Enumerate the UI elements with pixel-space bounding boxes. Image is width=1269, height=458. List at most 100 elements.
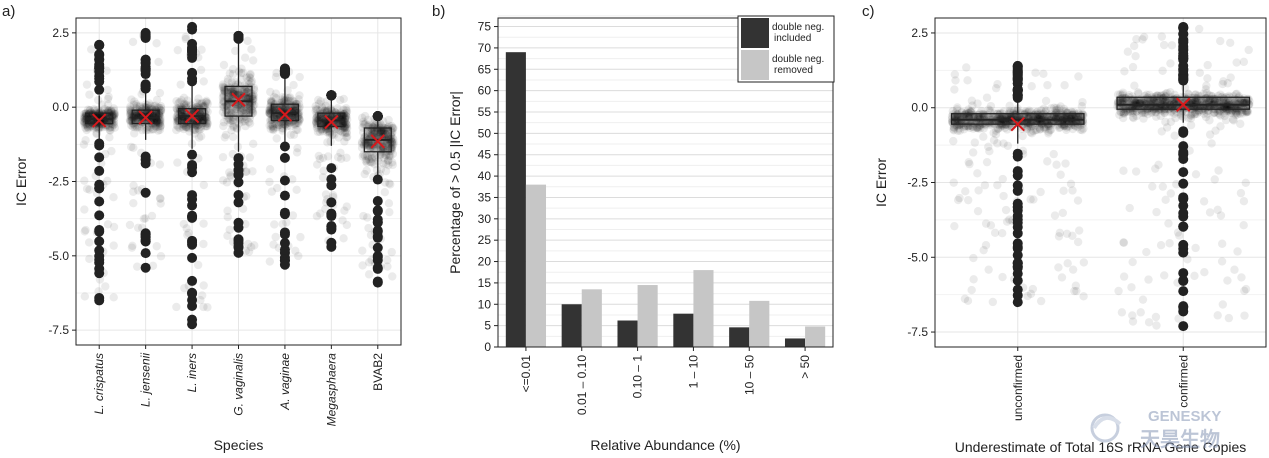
jitter-point [110,123,119,132]
jitter-point [192,98,202,107]
jitter-point [95,109,104,119]
x-tick-label: unconfirmed [1011,355,1025,421]
jitter-point [100,104,109,114]
outlier-point [326,197,337,208]
jitter-point [196,132,206,141]
bar-included [561,304,582,347]
outlier-point [372,205,383,216]
y-tick-label: 25 [478,233,492,247]
jitter-point [237,106,246,115]
jitter-point [196,65,206,75]
jitter-point [132,262,142,271]
jitter-point [109,222,119,232]
jitter-point [961,187,970,196]
jitter-point [82,80,92,89]
jitter-point [990,228,1000,238]
jitter-point [147,211,157,221]
jitter-point [292,185,301,195]
jitter-point [949,136,958,146]
jitter-point [107,107,116,117]
jitter-point [1060,81,1069,90]
outlier-point [1012,258,1023,269]
jitter-point [103,106,112,115]
jitter-point [94,123,103,133]
jitter-point [202,96,211,106]
jitter-point [147,108,157,118]
jitter-point [151,101,160,110]
jitter-point [291,246,300,256]
jitter-point [194,133,204,142]
jitter-point [200,101,210,110]
jitter-point [101,282,110,291]
outlier-point [187,67,198,78]
jitter-point [81,225,90,235]
jitter-point [202,98,211,107]
y-tick-label: 0 [484,340,491,354]
jitter-point [1027,82,1036,91]
jitter-point [993,180,1002,190]
jitter-point [195,125,204,135]
jitter-point [1216,211,1226,220]
watermark-chinese: 天昊生物 [1140,427,1220,451]
legend-swatch [741,18,769,48]
jitter-point [155,194,165,203]
jitter-point [83,122,93,132]
jitter-point [1137,108,1147,118]
jitter-point [962,63,971,72]
outlier-point [326,221,337,232]
jitter-point [105,125,114,135]
jitter-point [198,98,207,108]
outlier-point [279,259,290,270]
outlier-point [1178,247,1189,258]
jitter-point [1226,38,1235,48]
jitter-point [249,139,258,149]
jitter-point [1157,32,1167,41]
jitter-point [82,125,91,135]
jitter-point [182,101,191,110]
outlier-point [187,275,198,286]
jitter-point [189,125,198,134]
jitter-point [126,112,136,121]
jitter-point [134,122,143,131]
outlier-point [140,57,151,68]
jitter-point [272,134,281,143]
jitter-point [271,232,280,242]
jitter-point [128,37,138,47]
jitter-point [289,130,299,139]
y-tick-label: 0.0 [911,101,928,115]
jitter-point [1005,215,1014,224]
jitter-point [172,125,181,135]
outlier-point [140,158,151,169]
jitter-point [1039,69,1048,79]
jitter-point [173,122,183,131]
jitter-point [181,103,190,113]
jitter-point [186,101,196,110]
jitter-point [372,165,382,175]
jitter-point [248,167,257,176]
jitter-point [272,68,281,78]
jitter-point [196,122,205,131]
jitter-point [197,115,206,124]
y-tick-label: 70 [478,41,492,55]
outlier-point [233,189,244,200]
outlier-point [94,210,105,221]
jitter-point [196,295,205,305]
jitter-point [232,124,242,133]
jitter-point [153,122,163,131]
jitter-point [239,108,249,117]
jitter-point [109,104,119,113]
jitter-point [180,283,189,293]
jitter-point [1052,160,1061,169]
outlier-point [1012,60,1023,71]
jitter-point [176,80,185,89]
jitter-point [155,125,165,135]
jitter-point [1217,239,1227,248]
jitter-point [94,109,104,119]
jitter-point [193,260,203,270]
jitter-point [125,220,135,230]
jitter-point [982,157,992,167]
jitter-point [1191,243,1200,253]
jitter-point [1068,265,1078,274]
jitter-point [149,102,158,111]
